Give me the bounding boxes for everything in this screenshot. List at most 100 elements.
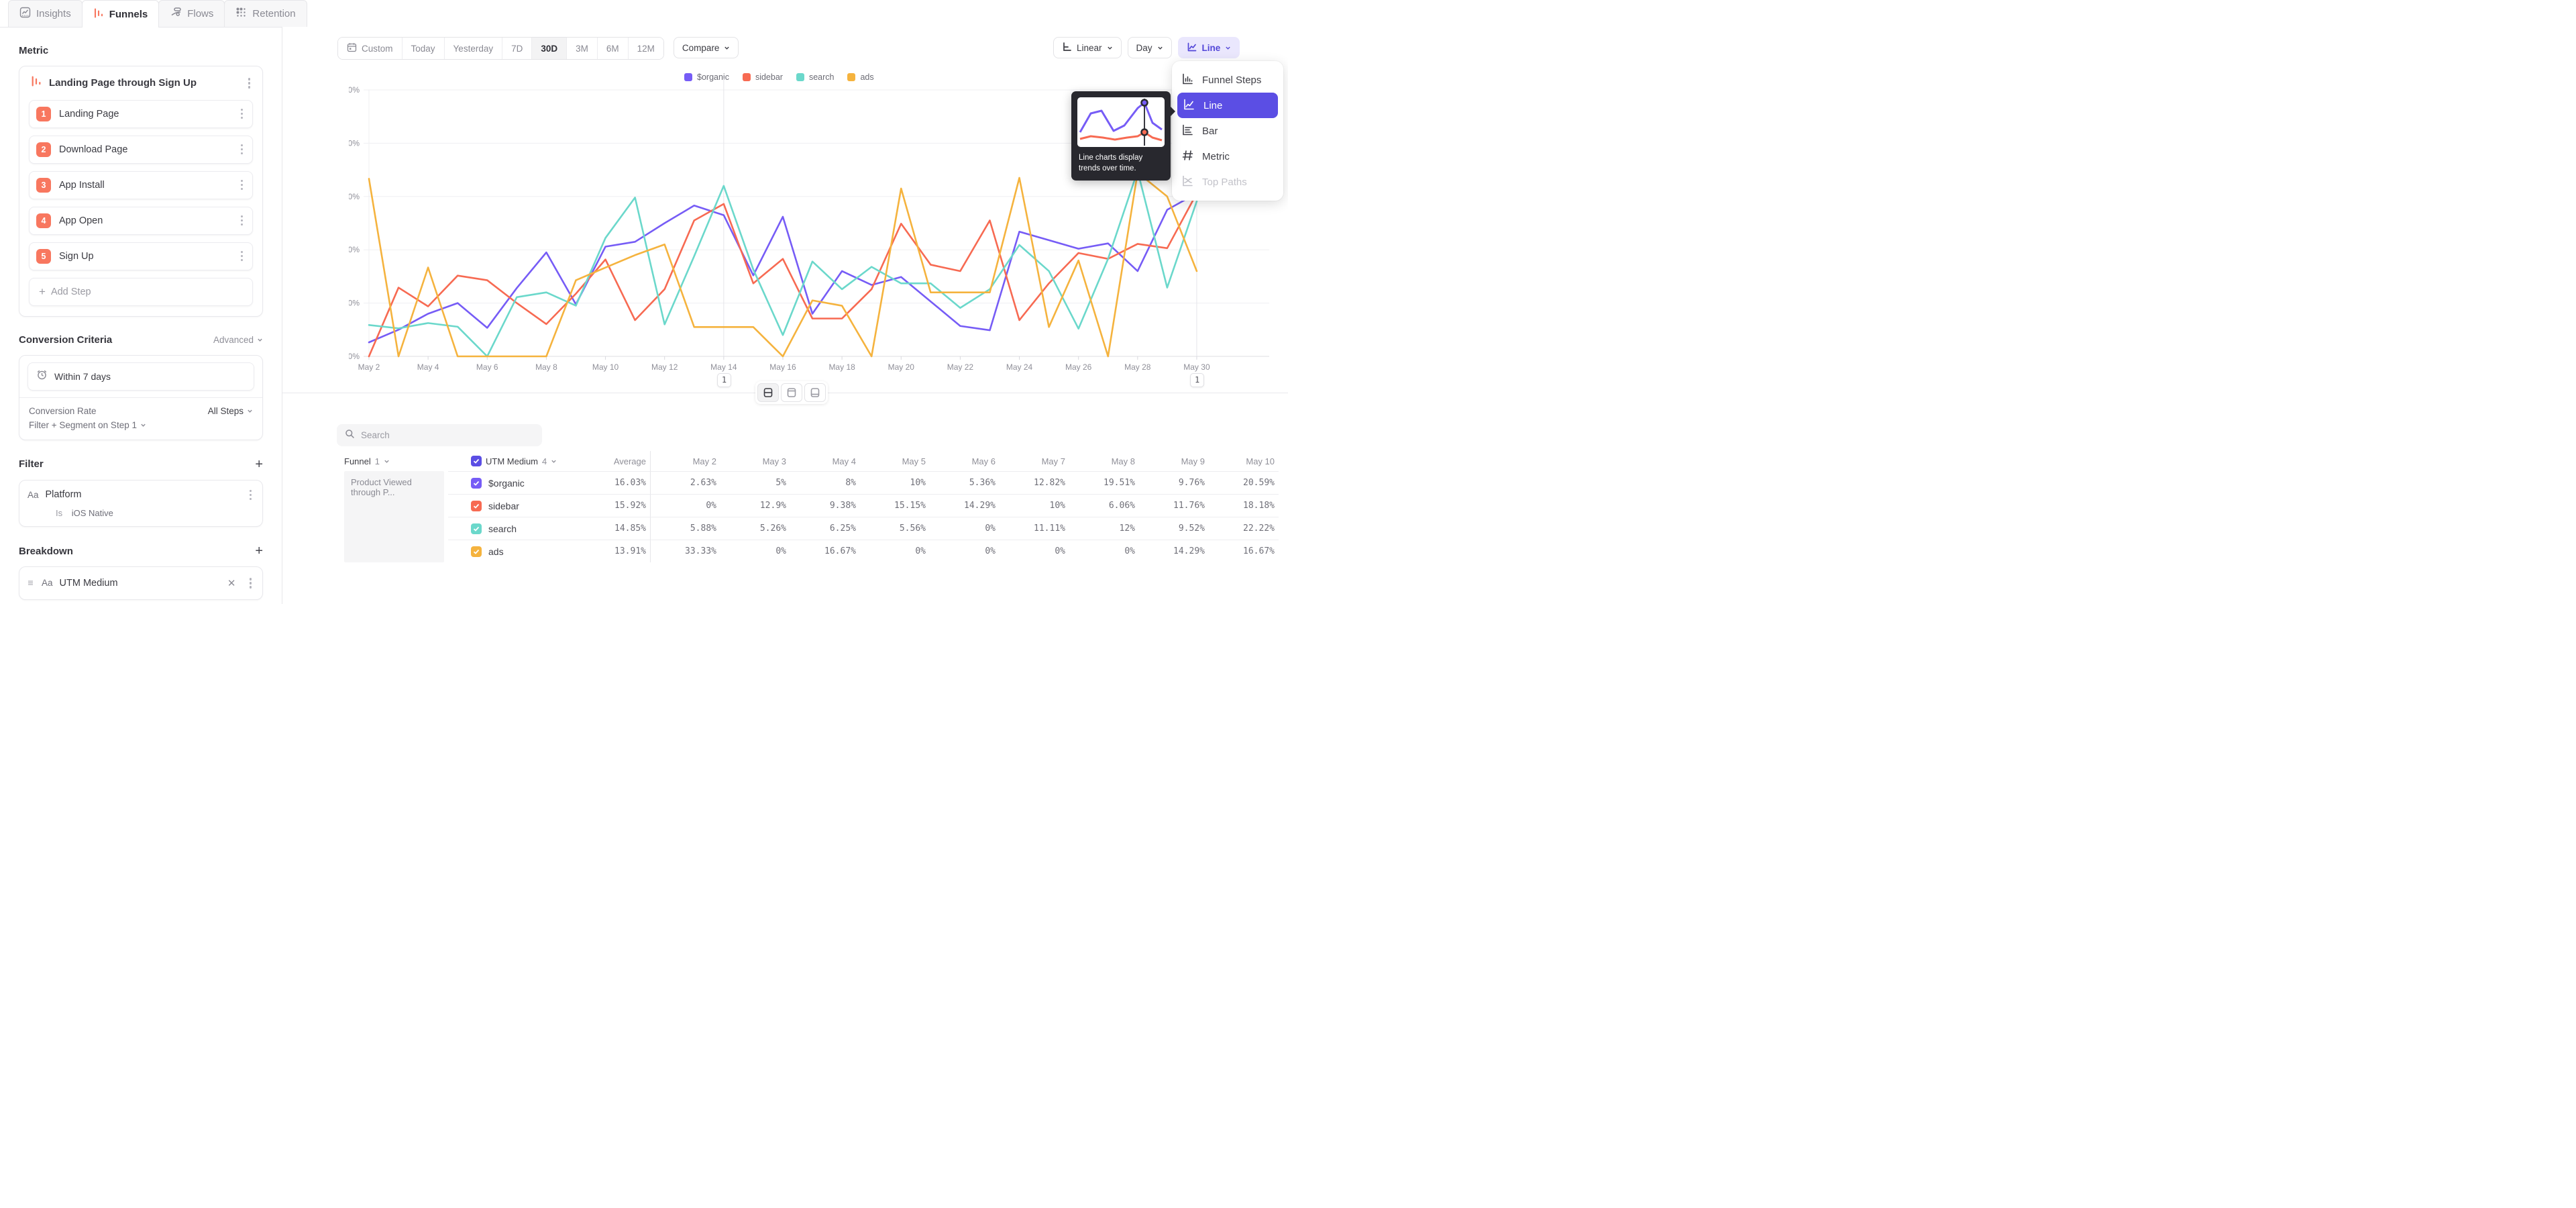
tab-funnels[interactable]: Funnels	[81, 0, 160, 28]
filter-property[interactable]: Platform	[45, 489, 82, 501]
breakdown-column-header[interactable]: UTM Medium 4	[448, 451, 580, 471]
svg-text:May 10: May 10	[592, 362, 619, 372]
step-number-badge: 1	[36, 106, 51, 121]
breakdown-title: Breakdown	[19, 545, 73, 557]
add-breakdown-button[interactable]: +	[255, 544, 263, 558]
funnel-step-4[interactable]: 4 App Open	[29, 206, 253, 235]
table-row-sidebar[interactable]: sidebar	[448, 494, 580, 517]
layout-top-toggle[interactable]	[781, 383, 802, 402]
tab-insights[interactable]: Insights	[8, 0, 83, 27]
granularity-dropdown[interactable]: Day	[1127, 37, 1172, 58]
range-3m[interactable]: 3M	[567, 38, 598, 59]
kebab-icon[interactable]	[247, 487, 255, 503]
range-custom[interactable]: Custom	[338, 38, 402, 59]
table-row-ads[interactable]: ads	[448, 540, 580, 562]
add-filter-button[interactable]: +	[255, 456, 263, 472]
filter-value[interactable]: iOS Native	[71, 508, 113, 518]
kebab-icon[interactable]	[247, 575, 255, 591]
svg-text:May 16: May 16	[769, 362, 796, 372]
chevron-down-icon	[551, 460, 556, 463]
range-yesterday[interactable]: Yesterday	[444, 38, 503, 59]
menu-item-bar[interactable]: Bar	[1172, 118, 1283, 144]
table-row-search[interactable]: search	[448, 517, 580, 540]
menu-item-funnel-steps[interactable]: Funnel Steps	[1172, 67, 1283, 93]
funnel-name-cell[interactable]: Product Viewed through P...	[344, 471, 444, 562]
metric-card-header[interactable]: Landing Page through Sign Up	[19, 66, 262, 99]
filter-section-header: Filter +	[19, 458, 263, 471]
column-header-average: Average	[580, 451, 651, 471]
menu-item-line[interactable]: Line	[1177, 93, 1278, 118]
annotation-badge[interactable]: 1	[1189, 373, 1205, 387]
row-checkbox[interactable]	[471, 500, 482, 511]
funnel-column-header[interactable]: Funnel 1	[337, 451, 448, 471]
legend-item-organic[interactable]: $organic	[684, 72, 729, 82]
step-number-badge: 3	[36, 177, 51, 193]
line-chart[interactable]: 0% 10% 20% 30% 40% 50% May 2 May 4 May 6 May 8 May…	[349, 70, 1281, 393]
metric-card: Landing Page through Sign Up 1 Landing P…	[19, 66, 263, 317]
legend-item-sidebar[interactable]: sidebar	[742, 72, 783, 82]
kebab-icon[interactable]	[246, 75, 254, 91]
legend-item-search[interactable]: search	[796, 72, 834, 82]
search-input[interactable]	[361, 430, 534, 440]
cell-value: 16.67%	[1209, 540, 1279, 562]
legend-swatch	[684, 73, 692, 81]
drag-handle-icon[interactable]	[28, 577, 34, 589]
breakdown-property[interactable]: UTM Medium	[59, 577, 118, 589]
range-6m[interactable]: 6M	[597, 38, 629, 59]
tab-flows[interactable]: Flows	[158, 0, 225, 27]
breakdown-col-label: UTM Medium	[486, 456, 539, 466]
funnel-step-2[interactable]: 2 Download Page	[29, 135, 253, 164]
annotation-badge[interactable]: 1	[716, 373, 732, 387]
select-all-checkbox[interactable]	[471, 456, 482, 466]
compare-button[interactable]: Compare	[673, 37, 739, 58]
add-step-button[interactable]: + Add Step	[29, 277, 253, 306]
segment-name: search	[488, 523, 517, 534]
cell-value: 2.63%	[651, 471, 720, 494]
kebab-icon[interactable]	[238, 142, 246, 158]
retention-icon	[235, 7, 247, 21]
filter-segment-dropdown[interactable]: Filter + Segment on Step 1	[29, 420, 146, 430]
funnel-step-5[interactable]: 5 Sign Up	[29, 242, 253, 270]
cell-value: 16.67%	[790, 540, 860, 562]
range-today[interactable]: Today	[402, 38, 445, 59]
tab-retention[interactable]: Retention	[224, 0, 307, 27]
range-12m[interactable]: 12M	[628, 38, 663, 59]
cell-value: 6.25%	[790, 517, 860, 540]
range-label: Yesterday	[453, 43, 494, 54]
kebab-icon[interactable]	[238, 106, 246, 122]
range-7d[interactable]: 7D	[502, 38, 533, 59]
chart-controls: Linear Day Line	[1053, 37, 1240, 58]
svg-text:20%: 20%	[349, 245, 360, 254]
cell-value: 33.33%	[651, 540, 720, 562]
chart-legend: $organic sidebar search ads	[684, 72, 874, 82]
conversion-window-row[interactable]: Within 7 days	[28, 362, 254, 391]
scale-dropdown[interactable]: Linear	[1053, 37, 1122, 58]
row-checkbox[interactable]	[471, 523, 482, 534]
menu-item-label: Line	[1203, 99, 1223, 111]
kebab-icon[interactable]	[238, 213, 246, 229]
step-number-badge: 4	[36, 213, 51, 228]
svg-text:May 26: May 26	[1065, 362, 1092, 372]
kebab-icon[interactable]	[238, 248, 246, 264]
line-chart-preview	[1077, 97, 1165, 147]
layout-split-toggle[interactable]	[757, 383, 779, 402]
range-30d[interactable]: 30D	[532, 38, 568, 59]
row-checkbox[interactable]	[471, 477, 482, 489]
chart-type-dropdown[interactable]: Line	[1177, 37, 1240, 58]
menu-item-metric[interactable]: Metric	[1172, 144, 1283, 169]
advanced-dropdown[interactable]: Advanced	[213, 335, 263, 345]
close-icon[interactable]: ✕	[227, 577, 236, 589]
conversion-rate-dropdown[interactable]: All Steps	[208, 406, 253, 416]
kebab-icon[interactable]	[238, 177, 246, 193]
table-row-organic[interactable]: $organic	[448, 471, 580, 494]
menu-item-top-paths[interactable]: Top Paths	[1172, 169, 1283, 195]
cell-value: 0%	[720, 540, 790, 562]
row-checkbox[interactable]	[471, 546, 482, 557]
funnel-step-1[interactable]: 1 Landing Page	[29, 99, 253, 128]
funnel-col-count: 1	[374, 456, 380, 466]
legend-item-ads[interactable]: ads	[847, 72, 874, 82]
layout-bottom-toggle[interactable]	[804, 383, 826, 402]
filter-operator[interactable]: Is	[56, 508, 63, 518]
chevron-down-icon	[724, 46, 730, 50]
funnel-step-3[interactable]: 3 App Install	[29, 170, 253, 199]
